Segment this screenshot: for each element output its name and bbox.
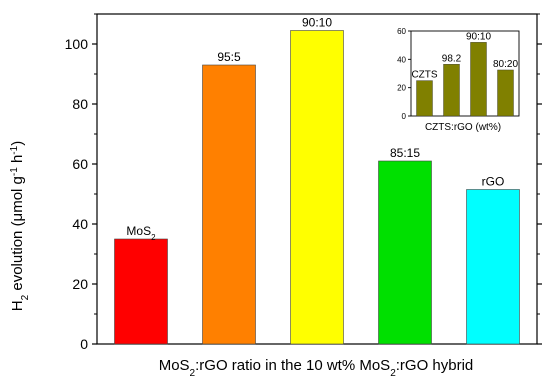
bar-85-15	[378, 160, 432, 345]
y-tick-label: 20	[72, 276, 88, 292]
x-axis-title-part: MoS	[159, 357, 190, 374]
bar-value-label: 85:15	[390, 146, 420, 160]
inset-bar-label: 90:10	[466, 31, 491, 42]
y-axis-title-subscript: 2	[20, 294, 31, 300]
y-tick-label: 80	[72, 96, 88, 112]
y-tick-label: 0	[80, 336, 88, 352]
y-axis-title-part: evolution (μmol g	[9, 176, 26, 295]
inset-bar-czts	[416, 80, 433, 117]
inset-bar-90-10	[470, 42, 487, 117]
inset-plot-frame	[410, 30, 520, 117]
main-bar-labels: MoS2 95:5 90:10 85:15 rGO	[126, 16, 504, 242]
x-axis-title-part: :rGO hybrid	[396, 357, 474, 374]
bar-value-label: 90:10	[302, 16, 332, 30]
y-tick-label: 100	[65, 36, 89, 52]
x-axis-title-subscript: 2	[390, 368, 396, 378]
bar-value-label: 95:5	[217, 50, 241, 64]
y-tick-label: 40	[72, 216, 88, 232]
bar-90-10	[290, 30, 344, 345]
bar-95-5	[202, 64, 256, 345]
inset-y-tick-label: 20	[397, 84, 406, 93]
inset-y-tick-label: 60	[397, 27, 406, 36]
bar-value-label: MoS2	[126, 224, 156, 242]
y-axis-title-superscript: -1	[9, 167, 20, 176]
inset-y-ticks: 0 20 40 60	[397, 27, 411, 121]
inset-y-tick-label: 40	[397, 55, 406, 64]
y-axis-title-part: )	[9, 141, 26, 146]
y-tick-label: 60	[72, 156, 88, 172]
inset-bar-label: 80:20	[493, 59, 518, 70]
inset-bars	[416, 42, 514, 117]
x-axis-title-subscript: 2	[190, 368, 196, 378]
y-axis-title-part: H	[9, 300, 26, 311]
inset-chart: 0 20 40 60 CZTS 98.2 90:10 80:20 CZTS:rGO (wt%…	[397, 27, 520, 133]
y-axis-title-superscript: -1	[9, 145, 20, 154]
inset-axes	[410, 30, 520, 117]
main-y-ticks: 0 20 40 60 80 100	[65, 13, 542, 352]
inset-bar-80-20	[497, 69, 514, 117]
y-axis-title-part: h	[9, 155, 26, 168]
bar-rgo	[466, 189, 520, 345]
inset-y-tick-label: 0	[402, 112, 407, 121]
bar-mos2	[114, 238, 168, 345]
x-axis-title: MoS2:rGO ratio in the 10 wt% MoS2:rGO hy…	[159, 357, 474, 378]
inset-bar-label: CZTS	[411, 70, 437, 81]
y-axis-title: H2 evolution (μmol g-1 h-1)	[9, 141, 31, 311]
inset-bar-label: 98.2	[442, 53, 462, 64]
inset-bar-98-2	[443, 64, 460, 117]
inset-x-axis-title: CZTS:rGO (wt%)	[425, 122, 501, 133]
main-bars	[114, 30, 520, 345]
inset-bar-labels: CZTS 98.2 90:10 80:20	[411, 31, 518, 80]
x-axis-title-part: :rGO ratio in the 10 wt% MoS	[195, 357, 390, 374]
bar-value-label: rGO	[482, 175, 505, 189]
